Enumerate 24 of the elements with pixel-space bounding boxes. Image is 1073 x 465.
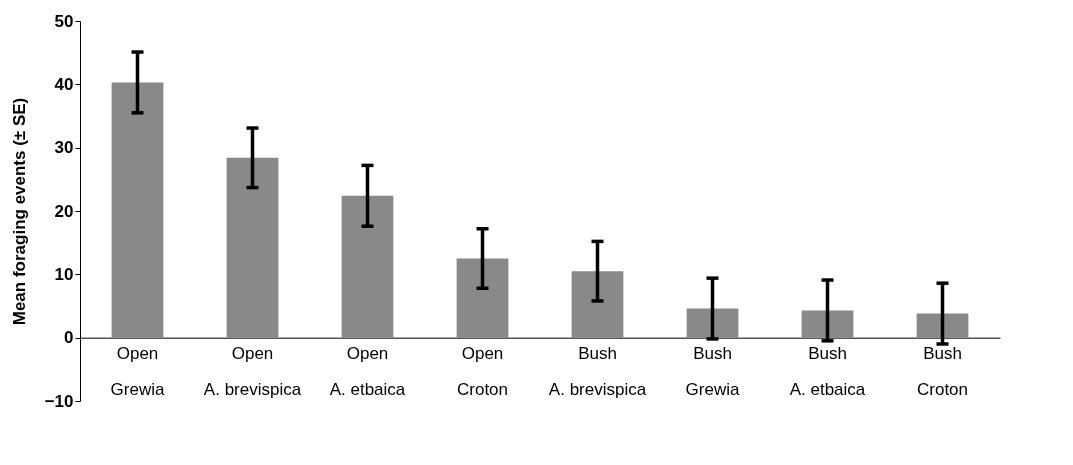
bar bbox=[801, 310, 854, 338]
x-tick-label: Open Grewia bbox=[110, 344, 165, 400]
bar bbox=[686, 308, 739, 338]
y-tick-label: 0 bbox=[64, 328, 74, 348]
x-tick-label: Open A. brevispica bbox=[203, 344, 302, 400]
y-tick-label: 10 bbox=[54, 264, 74, 284]
y-tick-label: 20 bbox=[54, 201, 74, 221]
x-tick-label: Bush A. brevispica bbox=[548, 344, 647, 400]
bar bbox=[571, 271, 624, 338]
bar bbox=[226, 157, 279, 338]
y-tick-label: 40 bbox=[54, 74, 74, 94]
y-tick-label: −10 bbox=[44, 391, 74, 411]
bar bbox=[456, 258, 509, 338]
y-axis-title: Mean foraging events (± SE) bbox=[9, 97, 29, 326]
bar bbox=[341, 195, 394, 338]
x-tick-label: Bush Grewia bbox=[685, 344, 740, 400]
x-tick-label: Open A. etbaica bbox=[329, 344, 406, 400]
x-tick-label: Bush Croton bbox=[916, 344, 969, 400]
bar bbox=[916, 313, 969, 338]
y-tick-label: 50 bbox=[54, 11, 74, 31]
bar bbox=[111, 82, 164, 338]
x-tick-label: Open Croton bbox=[456, 344, 509, 400]
x-tick-label: Bush A. etbaica bbox=[789, 344, 866, 400]
y-tick-label: 30 bbox=[54, 138, 74, 158]
